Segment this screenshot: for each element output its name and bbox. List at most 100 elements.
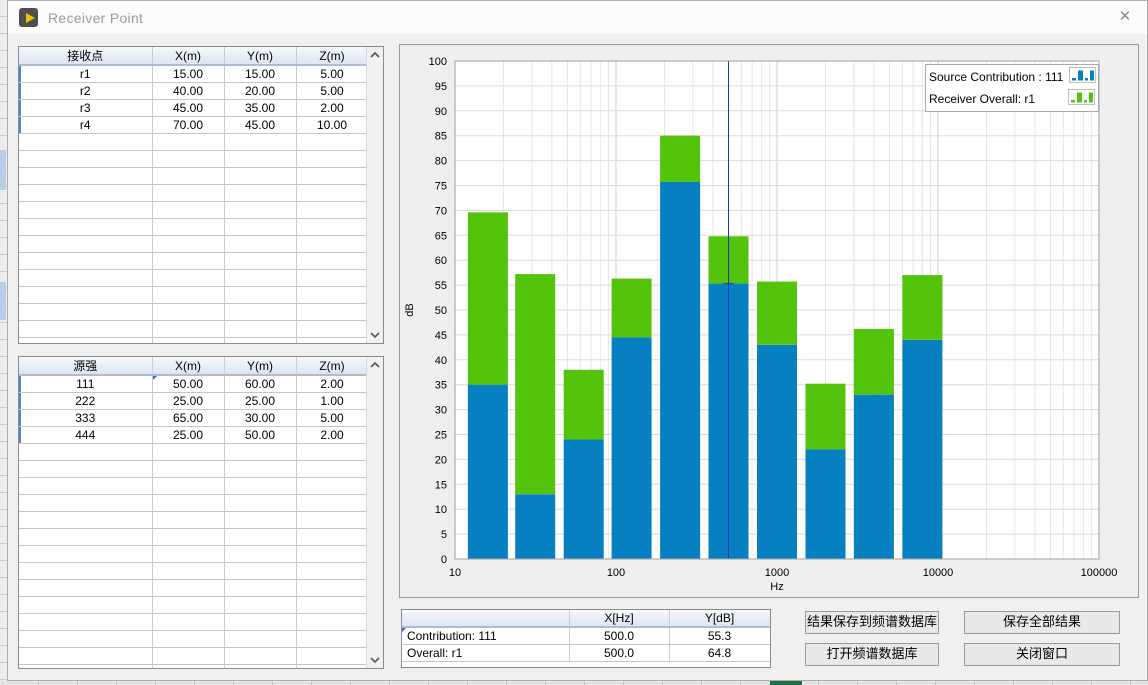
empty-table-row[interactable] (19, 236, 367, 253)
column-header[interactable]: 接收点 (19, 47, 152, 65)
empty-table-row[interactable] (19, 287, 367, 304)
bar-plot-icon[interactable] (1068, 89, 1095, 110)
column-header[interactable]: X[Hz] (569, 610, 669, 627)
receiver-table-scrollbar[interactable] (366, 47, 383, 343)
empty-table-row[interactable] (19, 495, 367, 512)
svg-text:100000: 100000 (1081, 567, 1118, 579)
spectrum-chart-panel: 0510152025303540455055606570758085909510… (399, 44, 1139, 598)
column-header[interactable]: Z(m) (296, 47, 367, 65)
spectrum-chart[interactable]: 0510152025303540455055606570758085909510… (400, 45, 1138, 597)
column-header[interactable]: Z(m) (296, 357, 367, 375)
legend-label: Receiver Overall: r1 (929, 92, 1035, 106)
svg-text:90: 90 (435, 106, 447, 118)
legend-label: Source Contribution : 111 (929, 70, 1063, 84)
svg-text:20: 20 (435, 454, 447, 466)
column-header[interactable]: X(m) (152, 47, 224, 65)
scroll-up-icon[interactable] (370, 51, 380, 59)
svg-text:Hz: Hz (770, 581, 783, 593)
source-table-scrollbar[interactable] (366, 357, 383, 668)
empty-table-row[interactable] (19, 665, 367, 669)
empty-table-row[interactable] (19, 253, 367, 270)
window-title: Receiver Point (48, 10, 143, 26)
column-header[interactable]: 源强 (19, 357, 152, 375)
empty-table-row[interactable] (19, 461, 367, 478)
scroll-down-icon[interactable] (370, 331, 380, 339)
table-row[interactable]: r345.0035.002.00 (19, 100, 367, 117)
svg-text:45: 45 (435, 330, 447, 342)
svg-text:dB: dB (404, 303, 416, 316)
empty-table-row[interactable] (19, 185, 367, 202)
empty-table-row[interactable] (19, 338, 367, 344)
column-header[interactable]: X(m) (152, 357, 224, 375)
empty-table-row[interactable] (19, 270, 367, 287)
empty-table-row[interactable] (19, 580, 367, 597)
svg-text:30: 30 (435, 405, 447, 417)
svg-text:65: 65 (435, 230, 447, 242)
column-header[interactable]: Y(m) (224, 357, 296, 375)
svg-text:95: 95 (435, 81, 447, 93)
empty-table-row[interactable] (19, 168, 367, 185)
svg-text:10: 10 (449, 567, 461, 579)
labview-run-icon (19, 8, 38, 27)
empty-table-row[interactable] (19, 529, 367, 546)
empty-table-row[interactable] (19, 219, 367, 236)
table-row[interactable]: 44425.0050.002.00 (19, 427, 367, 444)
table-row[interactable]: r470.0045.0010.00 (19, 117, 367, 134)
empty-table-row[interactable] (19, 563, 367, 580)
empty-table-row[interactable] (19, 134, 367, 151)
svg-text:25: 25 (435, 430, 447, 442)
close-window-button[interactable]: 关闭窗口 (964, 643, 1120, 666)
svg-text:80: 80 (435, 156, 447, 168)
chart-legend[interactable]: Source Contribution : 111 Receiver Overa… (925, 64, 1099, 112)
empty-table-row[interactable] (19, 614, 367, 631)
legend-item-contribution[interactable]: Source Contribution : 111 (929, 66, 1095, 88)
background-window-edge-left (0, 0, 7, 685)
empty-table-row[interactable] (19, 321, 367, 338)
table-row[interactable]: 33365.0030.005.00 (19, 410, 367, 427)
empty-table-row[interactable] (19, 631, 367, 648)
empty-table-row[interactable] (19, 444, 367, 461)
column-header[interactable]: Y(m) (224, 47, 296, 65)
scroll-up-icon[interactable] (370, 361, 380, 369)
table-row[interactable]: Overall: r1500.064.8 (402, 645, 770, 662)
empty-table-row[interactable] (19, 151, 367, 168)
empty-table-row[interactable] (19, 304, 367, 321)
table-row[interactable]: r115.0015.005.00 (19, 65, 367, 83)
svg-text:5: 5 (441, 529, 447, 541)
title-bar[interactable]: Receiver Point ✕ (8, 1, 1147, 34)
table-row[interactable]: Contribution: 111500.055.3 (402, 627, 770, 645)
empty-table-row[interactable] (19, 546, 367, 563)
cursor-readout-table[interactable]: X[Hz]Y[dB]Contribution: 111500.055.3Over… (402, 610, 770, 667)
empty-table-row[interactable] (19, 648, 367, 665)
svg-text:1000: 1000 (765, 567, 789, 579)
open-spectrum-db-button[interactable]: 打开频谱数据库 (805, 643, 939, 666)
empty-table-row[interactable] (19, 512, 367, 529)
column-header[interactable]: Y[dB] (669, 610, 770, 627)
close-icon[interactable]: ✕ (1116, 8, 1134, 26)
table-row[interactable]: r240.0020.005.00 (19, 83, 367, 100)
column-header[interactable] (402, 610, 569, 627)
svg-text:10: 10 (435, 504, 447, 516)
svg-text:100: 100 (607, 567, 625, 579)
svg-text:70: 70 (435, 205, 447, 217)
empty-table-row[interactable] (19, 478, 367, 495)
save-all-results-button[interactable]: 保存全部结果 (964, 611, 1120, 634)
background-window-edge-bottom (0, 681, 1148, 685)
bar-plot-icon[interactable] (1069, 67, 1096, 88)
legend-item-overall[interactable]: Receiver Overall: r1 (929, 88, 1095, 110)
empty-table-row[interactable] (19, 202, 367, 219)
background-row-highlight (0, 150, 6, 190)
source-strength-table[interactable]: 源强X(m)Y(m)Z(m)11150.0060.002.0022225.002… (19, 357, 367, 668)
table-row[interactable]: 11150.0060.002.00 (19, 375, 367, 393)
table-row[interactable]: 22225.0025.001.00 (19, 393, 367, 410)
receiver-table-panel: 接收点X(m)Y(m)Z(m)r115.0015.005.00r240.0020… (18, 46, 384, 344)
empty-table-row[interactable] (19, 597, 367, 614)
svg-text:50: 50 (435, 305, 447, 317)
save-to-spectrum-db-button[interactable]: 结果保存到频谱数据库 (805, 611, 939, 634)
svg-text:75: 75 (435, 181, 447, 193)
receiver-point-table[interactable]: 接收点X(m)Y(m)Z(m)r115.0015.005.00r240.0020… (19, 47, 367, 343)
scroll-down-icon[interactable] (370, 656, 380, 664)
background-row-highlight (0, 282, 6, 320)
svg-text:35: 35 (435, 380, 447, 392)
svg-text:0: 0 (441, 554, 447, 566)
